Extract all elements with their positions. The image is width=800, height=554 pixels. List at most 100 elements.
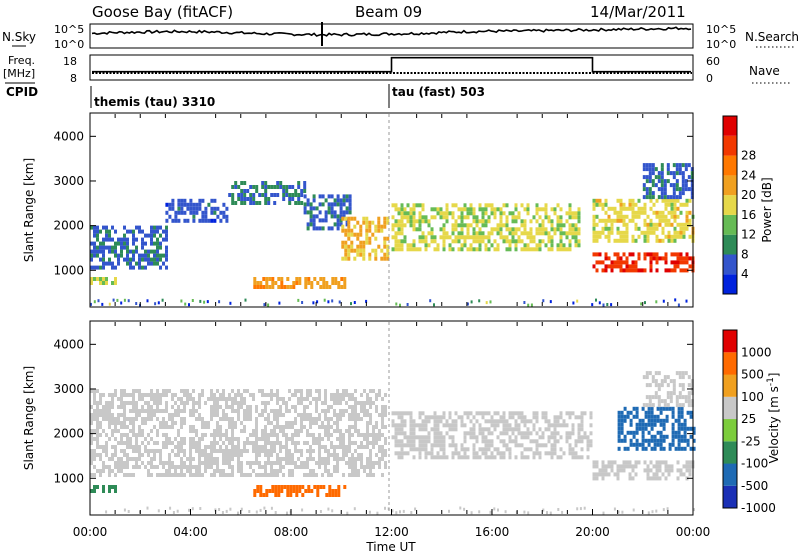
heat-cell — [505, 247, 509, 252]
heat-cell — [288, 185, 292, 189]
heat-cell — [150, 449, 153, 453]
heat-cell — [403, 419, 407, 424]
heat-cell — [381, 417, 384, 421]
heat-cell — [141, 257, 144, 262]
heat-cell — [442, 435, 446, 440]
station-title: Goose Bay (fitACF) — [92, 3, 233, 21]
heat-cell — [210, 198, 214, 203]
heat-cell — [532, 235, 536, 240]
heat-cell — [345, 449, 348, 453]
heat-cell — [327, 461, 330, 465]
heat-cell — [562, 451, 566, 456]
heat-cell — [478, 235, 482, 240]
heat-cell — [256, 281, 260, 285]
heat-cell — [252, 393, 255, 397]
heat-cell — [658, 476, 662, 481]
heat-cell — [499, 227, 503, 232]
scatter-cell — [470, 511, 473, 515]
heat-cell — [665, 418, 669, 423]
heat-cell — [613, 218, 617, 223]
heat-cell — [213, 210, 217, 215]
heat-cell — [490, 243, 494, 248]
heat-cell — [258, 437, 261, 441]
heat-cell — [619, 206, 623, 211]
heat-cell — [418, 235, 422, 240]
heat-cell — [368, 240, 372, 245]
scatter-cell — [301, 301, 304, 304]
heat-cell — [123, 409, 126, 413]
heat-cell — [502, 239, 506, 244]
cpid-mode-2: tau (fast) 503 — [392, 85, 485, 99]
heat-cell — [529, 247, 533, 252]
heat-cell — [195, 473, 198, 477]
heat-cell — [234, 181, 238, 185]
heat-cell — [657, 175, 661, 180]
scatter-cell — [188, 303, 190, 307]
heat-cell — [632, 442, 636, 447]
y-tick-label: 1000 — [53, 263, 84, 277]
heat-cell — [520, 223, 524, 228]
heat-cell — [312, 397, 315, 401]
heat-cell — [138, 425, 141, 429]
heat-cell — [493, 447, 497, 452]
heat-cell — [210, 405, 213, 409]
colorbar-swatch — [723, 396, 737, 420]
heat-cell — [177, 453, 180, 457]
heat-cell — [642, 195, 646, 200]
heat-cell — [258, 389, 261, 393]
heat-cell — [159, 425, 162, 429]
heat-cell — [650, 422, 654, 427]
heat-cell — [672, 187, 676, 192]
heat-cell — [342, 457, 345, 461]
heat-cell — [406, 439, 410, 444]
heat-cell — [120, 441, 123, 445]
heat-cell — [312, 433, 315, 437]
heat-cell — [300, 421, 303, 425]
heat-cell — [445, 423, 449, 428]
heat-cell — [90, 277, 93, 281]
heat-cell — [559, 415, 563, 420]
heat-cell — [656, 418, 660, 423]
heat-cell — [511, 211, 515, 216]
heat-cell — [644, 422, 648, 427]
heat-cell — [198, 453, 201, 457]
heat-cell — [327, 194, 331, 199]
heat-cell — [535, 451, 539, 456]
heat-cell — [556, 439, 560, 444]
heat-cell — [210, 465, 213, 469]
heat-cell — [279, 409, 282, 413]
heat-cell — [336, 194, 340, 199]
heat-cell — [400, 455, 404, 460]
heat-cell — [424, 435, 428, 440]
heat-cell — [418, 239, 422, 244]
heat-cell — [659, 422, 663, 427]
heat-cell — [451, 223, 455, 228]
heat-cell — [183, 417, 186, 421]
heat-cell — [123, 449, 126, 453]
heat-cell — [517, 431, 521, 436]
heat-cell — [105, 237, 108, 242]
heat-cell — [285, 193, 289, 197]
heat-cell — [656, 414, 660, 419]
scatter-cell — [331, 509, 334, 513]
heat-cell — [662, 418, 666, 423]
heat-cell — [544, 443, 548, 448]
heat-cell — [541, 431, 545, 436]
heat-cell — [547, 219, 551, 224]
heat-cell — [333, 397, 336, 401]
heat-cell — [276, 453, 279, 457]
heat-cell — [204, 425, 207, 429]
heat-cell — [291, 193, 295, 197]
heat-cell — [378, 449, 381, 453]
heat-cell — [544, 419, 548, 424]
heat-cell — [183, 465, 186, 469]
scatter-cell — [384, 506, 386, 510]
heat-cell — [625, 234, 629, 239]
heat-cell — [690, 167, 694, 172]
heat-cell — [337, 489, 341, 493]
heat-cell — [348, 441, 351, 445]
heat-cell — [331, 493, 335, 497]
heat-cell — [126, 457, 129, 461]
heat-cell — [457, 223, 461, 228]
heat-cell — [180, 206, 184, 211]
